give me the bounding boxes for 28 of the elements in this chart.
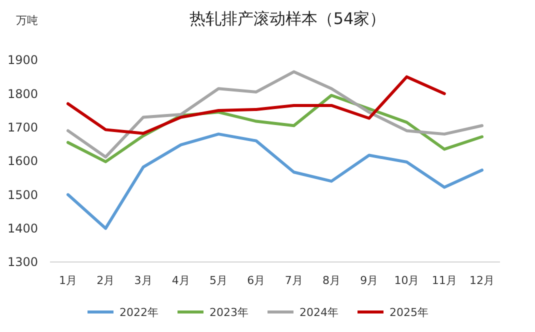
x-tick-label: 8月 bbox=[322, 274, 340, 287]
line-series bbox=[66, 132, 484, 230]
x-tick-label: 4月 bbox=[172, 274, 190, 287]
x-tick-label: 5月 bbox=[210, 274, 228, 287]
legend-label: 2022年 bbox=[120, 306, 158, 319]
chart-title: 热轧排产滚动样本（54家） bbox=[189, 9, 386, 28]
y-tick-label: 1500 bbox=[7, 188, 38, 202]
x-tick-label: 11月 bbox=[432, 274, 457, 287]
x-tick-label: 3月 bbox=[134, 274, 152, 287]
x-tick-label: 7月 bbox=[284, 274, 303, 287]
line-series bbox=[66, 70, 484, 158]
y-tick-label: 1900 bbox=[7, 53, 38, 68]
x-tick-label: 1月 bbox=[59, 274, 77, 287]
x-tick-label: 12月 bbox=[470, 274, 494, 287]
x-tick-label: 10月 bbox=[394, 274, 420, 287]
x-tick-label: 2月 bbox=[96, 274, 115, 287]
x-tick-label: 9月 bbox=[360, 274, 378, 287]
line-series bbox=[66, 75, 446, 135]
y-tick-label: 1300 bbox=[7, 255, 38, 270]
y-axis-title: 万吨 bbox=[16, 14, 38, 27]
y-tick-label: 1700 bbox=[7, 120, 38, 135]
legend-label: 2023年 bbox=[210, 306, 248, 319]
x-tick-label: 6月 bbox=[247, 274, 266, 287]
y-tick-label: 1800 bbox=[7, 86, 38, 101]
legend-label: 2024年 bbox=[300, 306, 338, 319]
y-tick-label: 1400 bbox=[7, 222, 38, 236]
y-tick-label: 1600 bbox=[7, 154, 38, 168]
legend-label: 2025年 bbox=[390, 306, 428, 319]
